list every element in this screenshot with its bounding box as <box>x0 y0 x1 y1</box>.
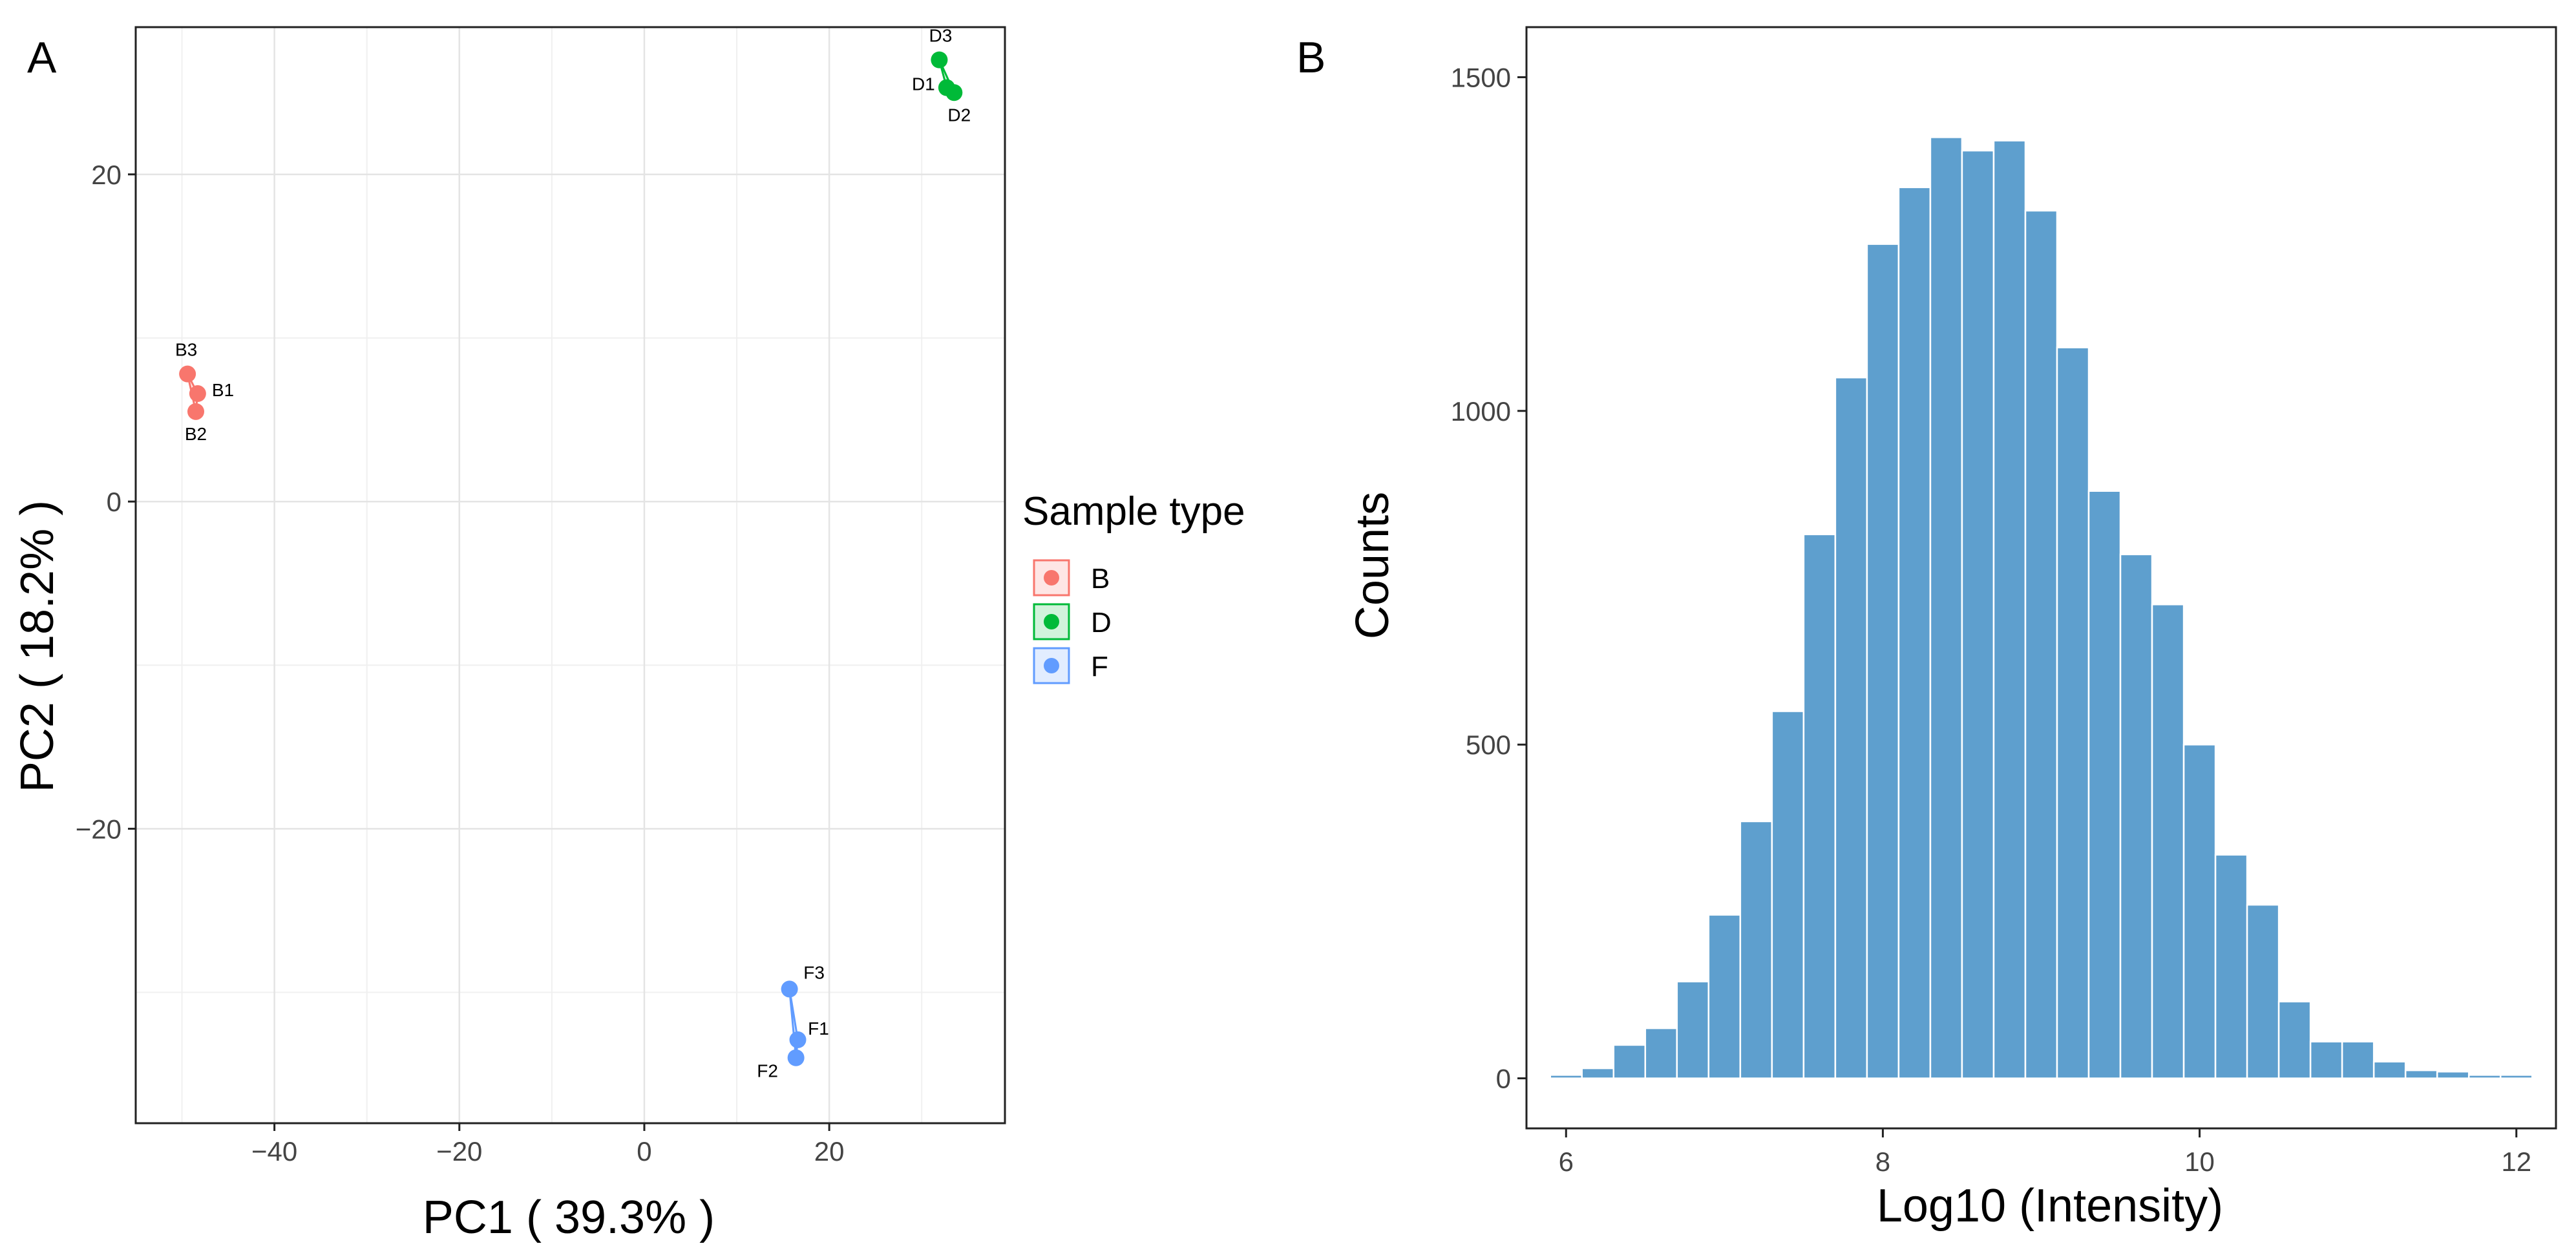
histogram-bar <box>1612 1044 1647 1079</box>
x-tick-label: −20 <box>436 1136 482 1167</box>
legend-label-f: F <box>1091 651 1108 682</box>
histogram-bar <box>2182 743 2217 1079</box>
x-tick-label: 20 <box>814 1136 845 1167</box>
sample-point-b1 <box>189 385 206 403</box>
sample-point-d3 <box>931 51 948 69</box>
histogram-bar <box>1676 980 1710 1079</box>
x-tick-label: 10 <box>2184 1146 2215 1177</box>
legend-label-d: D <box>1091 607 1112 639</box>
x-tick-label: 12 <box>2501 1146 2531 1177</box>
sample-point-f3 <box>781 980 798 998</box>
y-tick-label: 500 <box>1466 730 1511 760</box>
histogram-bar <box>1992 140 2027 1079</box>
sample-point-b2 <box>187 403 205 420</box>
sample-label-f1: F1 <box>808 1019 829 1039</box>
histogram-bar <box>2214 854 2248 1079</box>
histogram-bar <box>1771 710 1805 1079</box>
legend-dot-d <box>1044 614 1059 629</box>
pca-x-axis-title: PC1 ( 39.3% ) <box>423 1192 715 1243</box>
histogram-bar <box>1834 376 1868 1079</box>
legend-dot-b <box>1044 570 1059 586</box>
sample-point-f2 <box>787 1049 805 1066</box>
x-tick-label: 8 <box>1875 1146 1890 1177</box>
sample-label-d3: D3 <box>929 26 953 46</box>
histogram-bar <box>1644 1027 1678 1079</box>
sample-point-f1 <box>789 1031 807 1048</box>
plot-frame <box>1525 26 2557 1130</box>
legend-items: BDF <box>1033 559 1112 684</box>
histogram-bar <box>1739 820 1773 1079</box>
y-tick-label: 1000 <box>1451 396 1511 427</box>
legend: Sample type BDF <box>1022 489 1245 684</box>
histogram-bar <box>2119 553 2153 1079</box>
sample-label-b3: B3 <box>175 340 197 360</box>
histogram-bar <box>1929 136 1963 1079</box>
legend-label-b: B <box>1091 563 1110 595</box>
hist-y-axis-title: Counts <box>1347 492 1399 639</box>
pca-scatter-plot: −40 −20 0 20 −20 0 20 B1 B2 B3 D1 D2 D3 F1 F2 F3 <box>76 26 1006 1167</box>
hist-x-axis-title: Log10 (Intensity) <box>1877 1180 2223 1232</box>
histogram-bar <box>1549 1074 1583 1079</box>
x-tick-label: −40 <box>251 1136 297 1167</box>
histogram-bar <box>1802 533 1837 1079</box>
y-tick-label: 1500 <box>1451 62 1511 92</box>
y-tick-label: 0 <box>1496 1064 1511 1094</box>
sample-label-d1: D1 <box>912 74 935 94</box>
histogram-bar <box>2056 346 2090 1079</box>
sample-point-d2 <box>945 84 963 101</box>
histogram-bar <box>1897 186 1932 1079</box>
histogram-bar <box>2467 1074 2502 1079</box>
x-tick-label: 6 <box>1559 1146 1574 1177</box>
histogram-bar <box>2024 209 2058 1079</box>
sample-label-b2: B2 <box>185 424 207 444</box>
histogram-bar <box>1866 243 1900 1079</box>
pca-y-axis-title: PC2 ( 18.2% ) <box>12 500 63 792</box>
x-tick-label: 0 <box>637 1136 651 1167</box>
panel-letter-b: B <box>1296 33 1325 82</box>
histogram-bar <box>2151 604 2185 1079</box>
sample-label-d2: D2 <box>947 105 971 125</box>
y-tick-label: 20 <box>91 160 121 190</box>
legend-title: Sample type <box>1022 489 1245 534</box>
histogram-bar <box>2246 903 2280 1079</box>
histogram-bar <box>1581 1067 1615 1079</box>
histogram-bar <box>2436 1070 2470 1079</box>
histogram-bar <box>2499 1074 2533 1079</box>
plot-frame <box>134 26 1006 1125</box>
sample-point-b3 <box>179 365 196 383</box>
legend-dot-f <box>1044 658 1059 673</box>
y-tick-label: 0 <box>107 487 121 517</box>
intensity-histogram: 6 8 10 12 0 500 1000 1500 <box>1451 26 2557 1177</box>
histogram-bar <box>2087 490 2122 1079</box>
panel-letter-a: A <box>27 33 57 82</box>
histogram-bar <box>2309 1040 2343 1079</box>
histogram-bar <box>2277 1000 2312 1079</box>
histogram-bar <box>2372 1061 2407 1079</box>
sample-label-f2: F2 <box>757 1061 778 1081</box>
y-tick-label: −20 <box>76 814 121 844</box>
sample-label-f3: F3 <box>803 962 825 982</box>
histogram-bar <box>1707 914 1742 1079</box>
histogram-bar <box>2404 1069 2438 1079</box>
histogram-bar <box>2341 1040 2375 1079</box>
sample-label-b1: B1 <box>212 380 234 400</box>
histogram-bar <box>1961 149 1995 1079</box>
